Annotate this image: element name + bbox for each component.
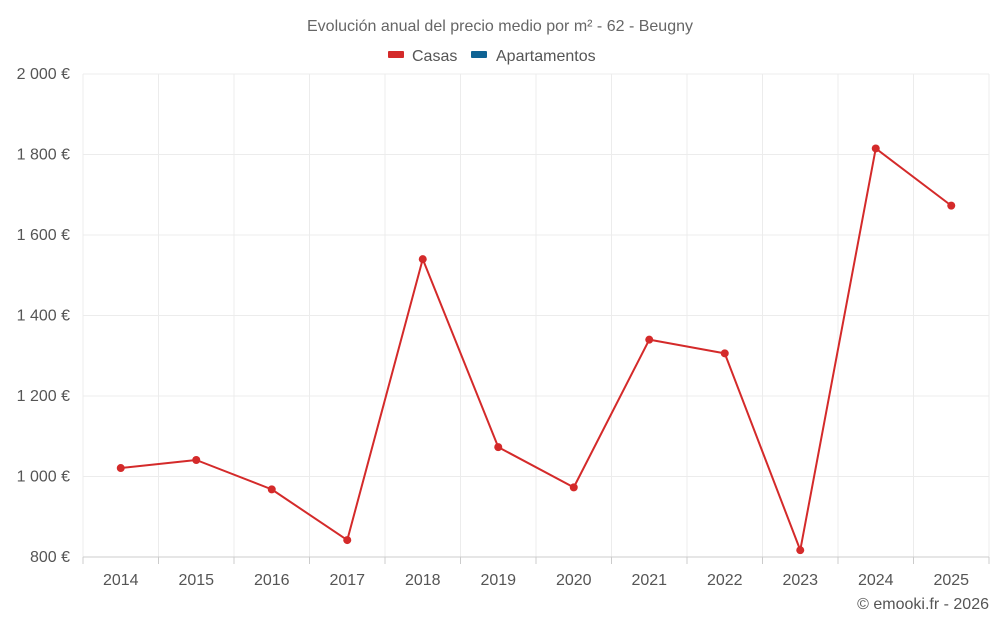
x-tick-label: 2016 <box>254 572 290 589</box>
series-layer <box>116 144 956 555</box>
data-point[interactable] <box>645 335 654 344</box>
data-point[interactable] <box>569 483 578 492</box>
y-tick-label: 1 400 € <box>17 308 70 325</box>
legend-label-apartamentos[interactable]: Apartamentos <box>496 48 596 65</box>
x-tick-label: 2025 <box>933 572 969 589</box>
legend-swatch-casas <box>388 51 404 58</box>
x-tick-label: 2017 <box>329 572 365 589</box>
y-tick-label: 800 € <box>30 549 70 566</box>
data-point[interactable] <box>796 546 805 555</box>
x-tick-label: 2021 <box>631 572 667 589</box>
axes <box>82 556 990 564</box>
grid <box>82 73 990 558</box>
legend-swatch-apartamentos <box>471 51 487 58</box>
data-point[interactable] <box>720 349 729 358</box>
data-point[interactable] <box>418 255 427 264</box>
data-point[interactable] <box>343 536 352 545</box>
x-tick-label: 2014 <box>103 572 139 589</box>
legend-item-apartamentos[interactable]: Apartamentos <box>471 48 596 65</box>
data-point[interactable] <box>116 464 125 473</box>
x-tick-label: 2023 <box>782 572 818 589</box>
credit-text: © emooki.fr - 2026 <box>857 596 989 613</box>
chart-title: Evolución anual del precio medio por m² … <box>307 18 693 35</box>
x-axis-ticks: 2014 2015 2016 2017 2018 2019 2020 2021 2022 2023… <box>103 572 969 589</box>
y-axis-ticks: 800 € 1 000 € 1 200 € 1 400 € 1 600 € 1 800 €… <box>17 66 70 566</box>
x-tick-label: 2020 <box>556 572 592 589</box>
data-point[interactable] <box>494 443 503 452</box>
legend-item-casas[interactable]: Casas <box>388 48 457 65</box>
x-tick-label: 2015 <box>178 572 214 589</box>
y-tick-label: 1 600 € <box>17 227 70 244</box>
data-point[interactable] <box>947 201 956 210</box>
x-tick-label: 2018 <box>405 572 441 589</box>
data-point[interactable] <box>192 455 201 464</box>
y-tick-label: 1 000 € <box>17 469 70 486</box>
y-tick-label: 2 000 € <box>17 66 70 83</box>
x-tick-label: 2024 <box>858 572 894 589</box>
y-tick-label: 1 200 € <box>17 388 70 405</box>
data-point[interactable] <box>267 485 276 494</box>
legend-label-casas[interactable]: Casas <box>412 48 457 65</box>
x-tick-label: 2019 <box>480 572 516 589</box>
y-tick-label: 1 800 € <box>17 147 70 164</box>
data-point[interactable] <box>871 144 880 153</box>
legend: Casas Apartamentos <box>388 48 596 65</box>
series-line-casas <box>120 147 952 552</box>
x-tick-label: 2022 <box>707 572 743 589</box>
